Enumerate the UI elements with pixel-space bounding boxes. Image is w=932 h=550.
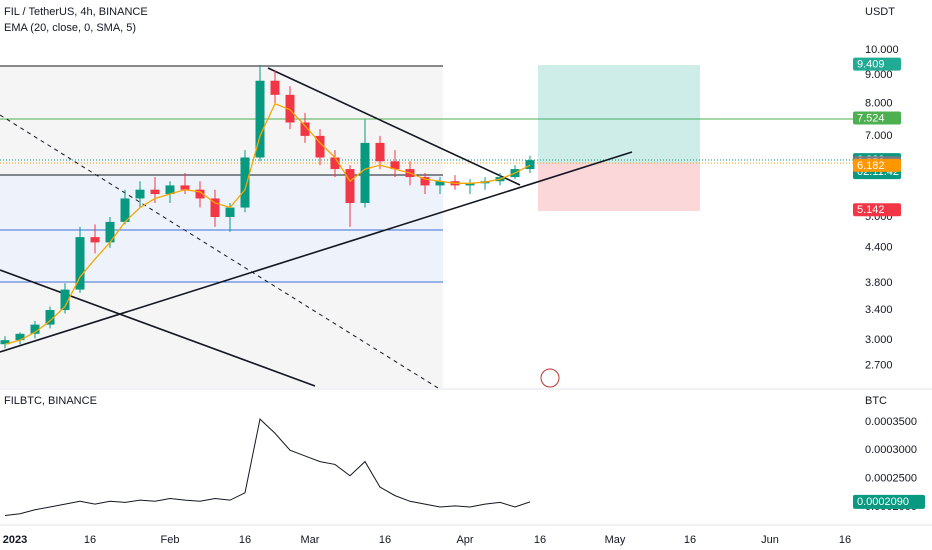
candle-body xyxy=(525,160,535,170)
y-tick-label: 3.000 xyxy=(865,334,893,346)
y-tick-label: 0.0002500 xyxy=(865,473,917,485)
y-tick-label: 2.700 xyxy=(865,359,893,371)
candle-body xyxy=(255,80,265,158)
y-tick-label: 9.000 xyxy=(865,69,893,81)
candle-body xyxy=(225,207,235,218)
y-tick-label: 3.400 xyxy=(865,304,893,316)
candle-body xyxy=(90,237,100,243)
candle-body xyxy=(210,198,220,218)
candle-body xyxy=(60,289,70,310)
y-tick-label: 10.000 xyxy=(865,44,899,56)
x-tick-label: 16 xyxy=(379,534,391,546)
candle-body xyxy=(45,309,55,325)
y-tick-label: 0.0003000 xyxy=(865,444,917,456)
trend-line xyxy=(267,67,521,186)
candle-body xyxy=(375,142,385,162)
candle-body xyxy=(285,94,295,123)
x-tick-label: Feb xyxy=(161,534,180,546)
target-zone xyxy=(538,65,700,163)
range-band xyxy=(0,175,443,282)
chart-title: FIL / TetherUS, 4h, BINANCE xyxy=(4,6,148,18)
candle-body xyxy=(420,177,430,186)
price-label: 7.524 xyxy=(857,112,885,124)
candle-body xyxy=(0,340,10,345)
candle-body xyxy=(180,185,190,190)
x-tick-label: 16 xyxy=(84,534,96,546)
x-tick-label: Jun xyxy=(761,534,779,546)
stop-zone xyxy=(538,163,700,211)
y-tick-label: 8.000 xyxy=(865,98,893,110)
candle-body xyxy=(330,157,340,170)
ema-line xyxy=(4,102,531,345)
price-label-box xyxy=(853,158,901,172)
x-tick-label: Mar xyxy=(301,534,320,546)
y-tick-label: 7.000 xyxy=(865,130,893,142)
x-tick-label: 16 xyxy=(684,534,696,546)
x-tick-label: 16 xyxy=(239,534,251,546)
candle-body xyxy=(165,185,175,195)
candle-body xyxy=(15,333,25,341)
price-label: 6.182 xyxy=(857,160,885,172)
price-label: 5.142 xyxy=(857,204,885,216)
candle-body xyxy=(465,183,475,186)
candle-body xyxy=(270,80,280,95)
candle-body xyxy=(120,198,130,222)
x-tick-label: 16 xyxy=(839,534,851,546)
axis-label: USDT xyxy=(865,6,895,18)
candle-body xyxy=(105,221,115,243)
price-label-box xyxy=(853,203,901,217)
lower-axis-label: BTC xyxy=(865,395,887,407)
lower-title: FILBTC, BINANCE xyxy=(4,395,97,407)
y-tick-label: 0.0003500 xyxy=(865,416,917,428)
candle-body xyxy=(390,161,400,170)
price-label: 0.0002090 xyxy=(857,496,909,508)
indicator-legend: EMA (20, close, 0, SMA, 5) xyxy=(4,22,136,34)
price-label-box xyxy=(853,494,925,509)
x-tick-label: May xyxy=(605,534,626,546)
candle-body xyxy=(300,122,310,136)
x-tick-label: 2023 xyxy=(3,534,27,546)
y-tick-label: 3.800 xyxy=(865,277,893,289)
price-label-box xyxy=(853,57,901,71)
candle-body xyxy=(345,169,355,203)
price-label-box xyxy=(853,111,901,125)
candle-body xyxy=(150,189,160,195)
y-tick-label: 4.400 xyxy=(865,242,893,254)
candle-body xyxy=(240,157,250,208)
candle-body xyxy=(30,324,40,334)
x-tick-label: Apr xyxy=(456,534,473,546)
candle-body xyxy=(315,135,325,158)
x-tick-label: 16 xyxy=(534,534,546,546)
candle-body xyxy=(75,237,85,290)
trend-line xyxy=(0,269,316,387)
candle-body xyxy=(435,181,445,186)
candle-body xyxy=(135,189,145,199)
trend-line xyxy=(0,114,439,389)
trend-line xyxy=(0,151,633,353)
candle-body xyxy=(195,189,205,199)
logo xyxy=(540,368,560,388)
lower-line xyxy=(4,418,531,516)
candle-body xyxy=(360,142,370,203)
price-label: 9.409 xyxy=(857,58,885,70)
